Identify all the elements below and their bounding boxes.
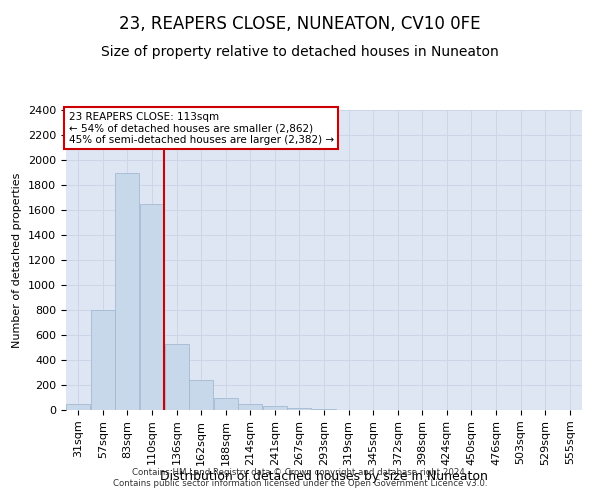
Bar xyxy=(91,310,115,410)
Bar xyxy=(66,404,91,410)
Bar xyxy=(287,408,311,410)
X-axis label: Distribution of detached houses by size in Nuneaton: Distribution of detached houses by size … xyxy=(160,470,488,484)
Text: Size of property relative to detached houses in Nuneaton: Size of property relative to detached ho… xyxy=(101,45,499,59)
Bar xyxy=(164,344,188,410)
Text: Contains HM Land Registry data © Crown copyright and database right 2024.
Contai: Contains HM Land Registry data © Crown c… xyxy=(113,468,487,487)
Bar xyxy=(263,406,287,410)
Bar xyxy=(140,204,164,410)
Bar xyxy=(238,404,262,410)
Bar xyxy=(312,409,336,410)
Bar xyxy=(214,398,238,410)
Y-axis label: Number of detached properties: Number of detached properties xyxy=(13,172,22,348)
Text: 23 REAPERS CLOSE: 113sqm
← 54% of detached houses are smaller (2,862)
45% of sem: 23 REAPERS CLOSE: 113sqm ← 54% of detach… xyxy=(68,112,334,144)
Bar xyxy=(189,380,213,410)
Text: 23, REAPERS CLOSE, NUNEATON, CV10 0FE: 23, REAPERS CLOSE, NUNEATON, CV10 0FE xyxy=(119,15,481,33)
Bar xyxy=(115,172,139,410)
